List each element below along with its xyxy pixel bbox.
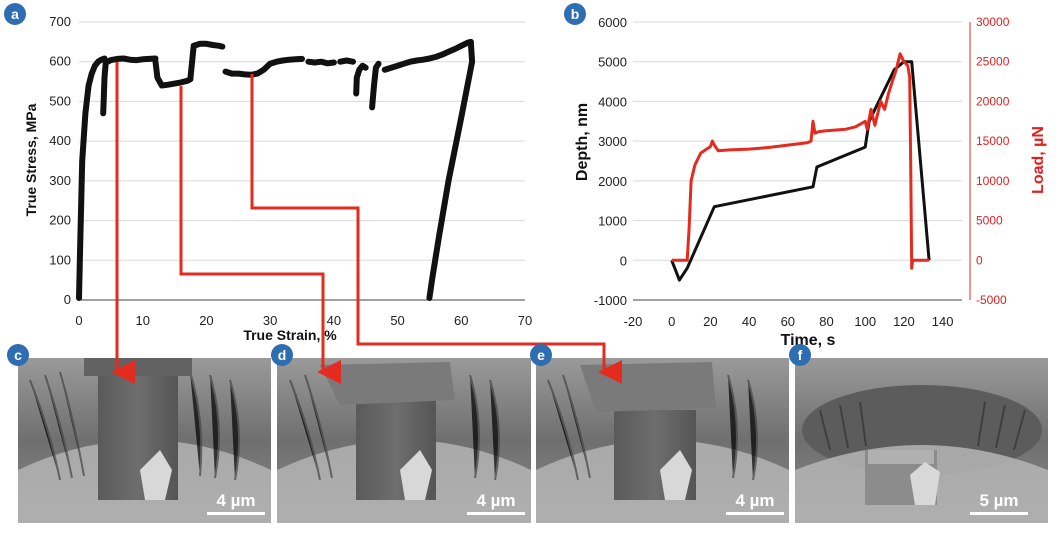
chart-b-ytick: 5000: [598, 55, 627, 70]
chart-b-ytick: -1000: [594, 293, 627, 308]
sem-image-f: 5 µm: [795, 358, 1048, 523]
chart-b-ytick: 6000: [598, 15, 627, 30]
chart-a-ytick: 100: [49, 252, 71, 267]
badge-a-label: a: [11, 6, 19, 22]
chart-b-depth-line: [670, 60, 931, 282]
scale-bar-e-label: 4 µm: [735, 491, 774, 510]
chart-b-ytick: 1000: [598, 214, 627, 229]
chart-b-y2tick: 10000: [976, 174, 1010, 188]
chart-a-xtick: 60: [454, 313, 468, 328]
chart-a-ytick: 700: [49, 14, 71, 29]
badge-b-label: b: [571, 6, 580, 22]
chart-b-depth-load: -10000100020003000400050006000-500005000…: [574, 15, 1047, 349]
badge-b: [564, 3, 586, 25]
chart-a-series-segment: [369, 60, 382, 111]
sem-image-e: 4 µm: [536, 358, 789, 523]
badge-f: [789, 344, 811, 366]
chart-b-y2tick: 15000: [976, 134, 1010, 148]
chart-a-ytick: 300: [49, 173, 71, 188]
chart-b-y2tick: 20000: [976, 94, 1010, 108]
chart-a-series-segment: [76, 55, 108, 301]
chart-a-xtick: 0: [75, 313, 82, 328]
badge-c: [7, 344, 29, 366]
chart-b-xtick: 80: [819, 314, 833, 329]
chart-a-grid: [79, 21, 525, 301]
chart-b-y2tick: 0: [976, 253, 983, 267]
chart-b-ylabel: Depth, nm: [574, 103, 591, 181]
chart-b-load-line: [671, 52, 930, 270]
sem-image-d: 4 µm: [277, 358, 531, 523]
scale-bar-f-label: 5 µm: [979, 491, 1018, 510]
chart-b-ytick: 0: [620, 253, 627, 268]
chart-b-marks: [670, 52, 931, 282]
chart-b-xtick: 140: [932, 314, 954, 329]
chart-a-series-segment: [100, 58, 109, 117]
badge-a: [4, 3, 26, 25]
chart-a-axes: 0 100 200 300 400 500 600 700 0 10 20 30 40 50 60 70: [49, 14, 532, 328]
chart-b-xtick: 60: [781, 314, 795, 329]
chart-a-series-segment: [305, 58, 337, 67]
chart-b-xtick: 0: [668, 314, 675, 329]
chart-a-ylabel: True Stress, MPa: [23, 103, 39, 216]
chart-a-ytick: 0: [64, 292, 71, 307]
badge-d: [271, 344, 293, 366]
chart-a-series-segment: [381, 38, 474, 73]
chart-a-xlabel: True Strain, %: [243, 327, 337, 343]
badge-d-label: d: [278, 347, 287, 363]
chart-a-xtick: 10: [135, 313, 149, 328]
chart-a-ytick: 400: [49, 133, 71, 148]
connector-lines: [111, 62, 622, 384]
chart-b-xtick: -20: [624, 314, 643, 329]
chart-a-series-segment: [187, 40, 226, 81]
chart-a-series-segment: [152, 58, 194, 89]
badge-e: [530, 344, 552, 366]
chart-a-stress-strain: 0 100 200 300 400 500 600 700 0 10 20 30 40 50 60 70 Tr…: [23, 14, 532, 343]
chart-a-xtick: 70: [518, 313, 532, 328]
chart-b-xtick: 20: [703, 314, 717, 329]
chart-a-series-segment: [426, 38, 476, 301]
badge-e-label: e: [537, 347, 545, 363]
chart-b-y2tick: 5000: [976, 214, 1003, 228]
chart-b-xtick: 40: [742, 314, 756, 329]
scale-bar-c-label: 4 µm: [216, 491, 255, 510]
chart-b-y2tick: 25000: [976, 55, 1010, 69]
chart-b-ytick: 4000: [598, 94, 627, 109]
chart-b-axes: -10000100020003000400050006000-500005000…: [594, 15, 1010, 329]
connector-e: [250, 74, 622, 384]
chart-a-ytick: 500: [49, 93, 71, 108]
scale-bar-d-label: 4 µm: [476, 491, 515, 510]
chart-b-xtick: 100: [854, 314, 876, 329]
chart-a-xtick: 20: [199, 313, 213, 328]
badge-f-label: f: [798, 347, 803, 363]
chart-a-series-segment: [104, 55, 159, 65]
chart-b-xtick: 120: [893, 314, 915, 329]
chart-b-xlabel: Time, s: [781, 332, 836, 349]
chart-b-ytick: 3000: [598, 134, 627, 149]
chart-b-y2label: Load, µN: [1030, 126, 1047, 194]
chart-a-ytick: 200: [49, 213, 71, 228]
chart-a-xtick: 40: [327, 313, 341, 328]
chart-a-ytick: 600: [49, 54, 71, 69]
panel-badges: a b c d e f: [4, 3, 811, 366]
chart-a-series-segment: [222, 55, 305, 78]
chart-b-y2tick: 30000: [976, 15, 1010, 29]
chart-b-ytick: 2000: [598, 174, 627, 189]
chart-b-y2tick: -5000: [976, 293, 1007, 307]
connector-d: [179, 86, 341, 384]
chart-a-series-segment: [353, 62, 369, 97]
sem-image-c: 4 µm: [18, 358, 271, 523]
chart-a-xtick: 30: [263, 313, 277, 328]
chart-a-xtick: 50: [390, 313, 404, 328]
badge-c-label: c: [14, 347, 22, 363]
chart-a-marks: [76, 38, 476, 301]
chart-a-series-segment: [337, 57, 356, 65]
